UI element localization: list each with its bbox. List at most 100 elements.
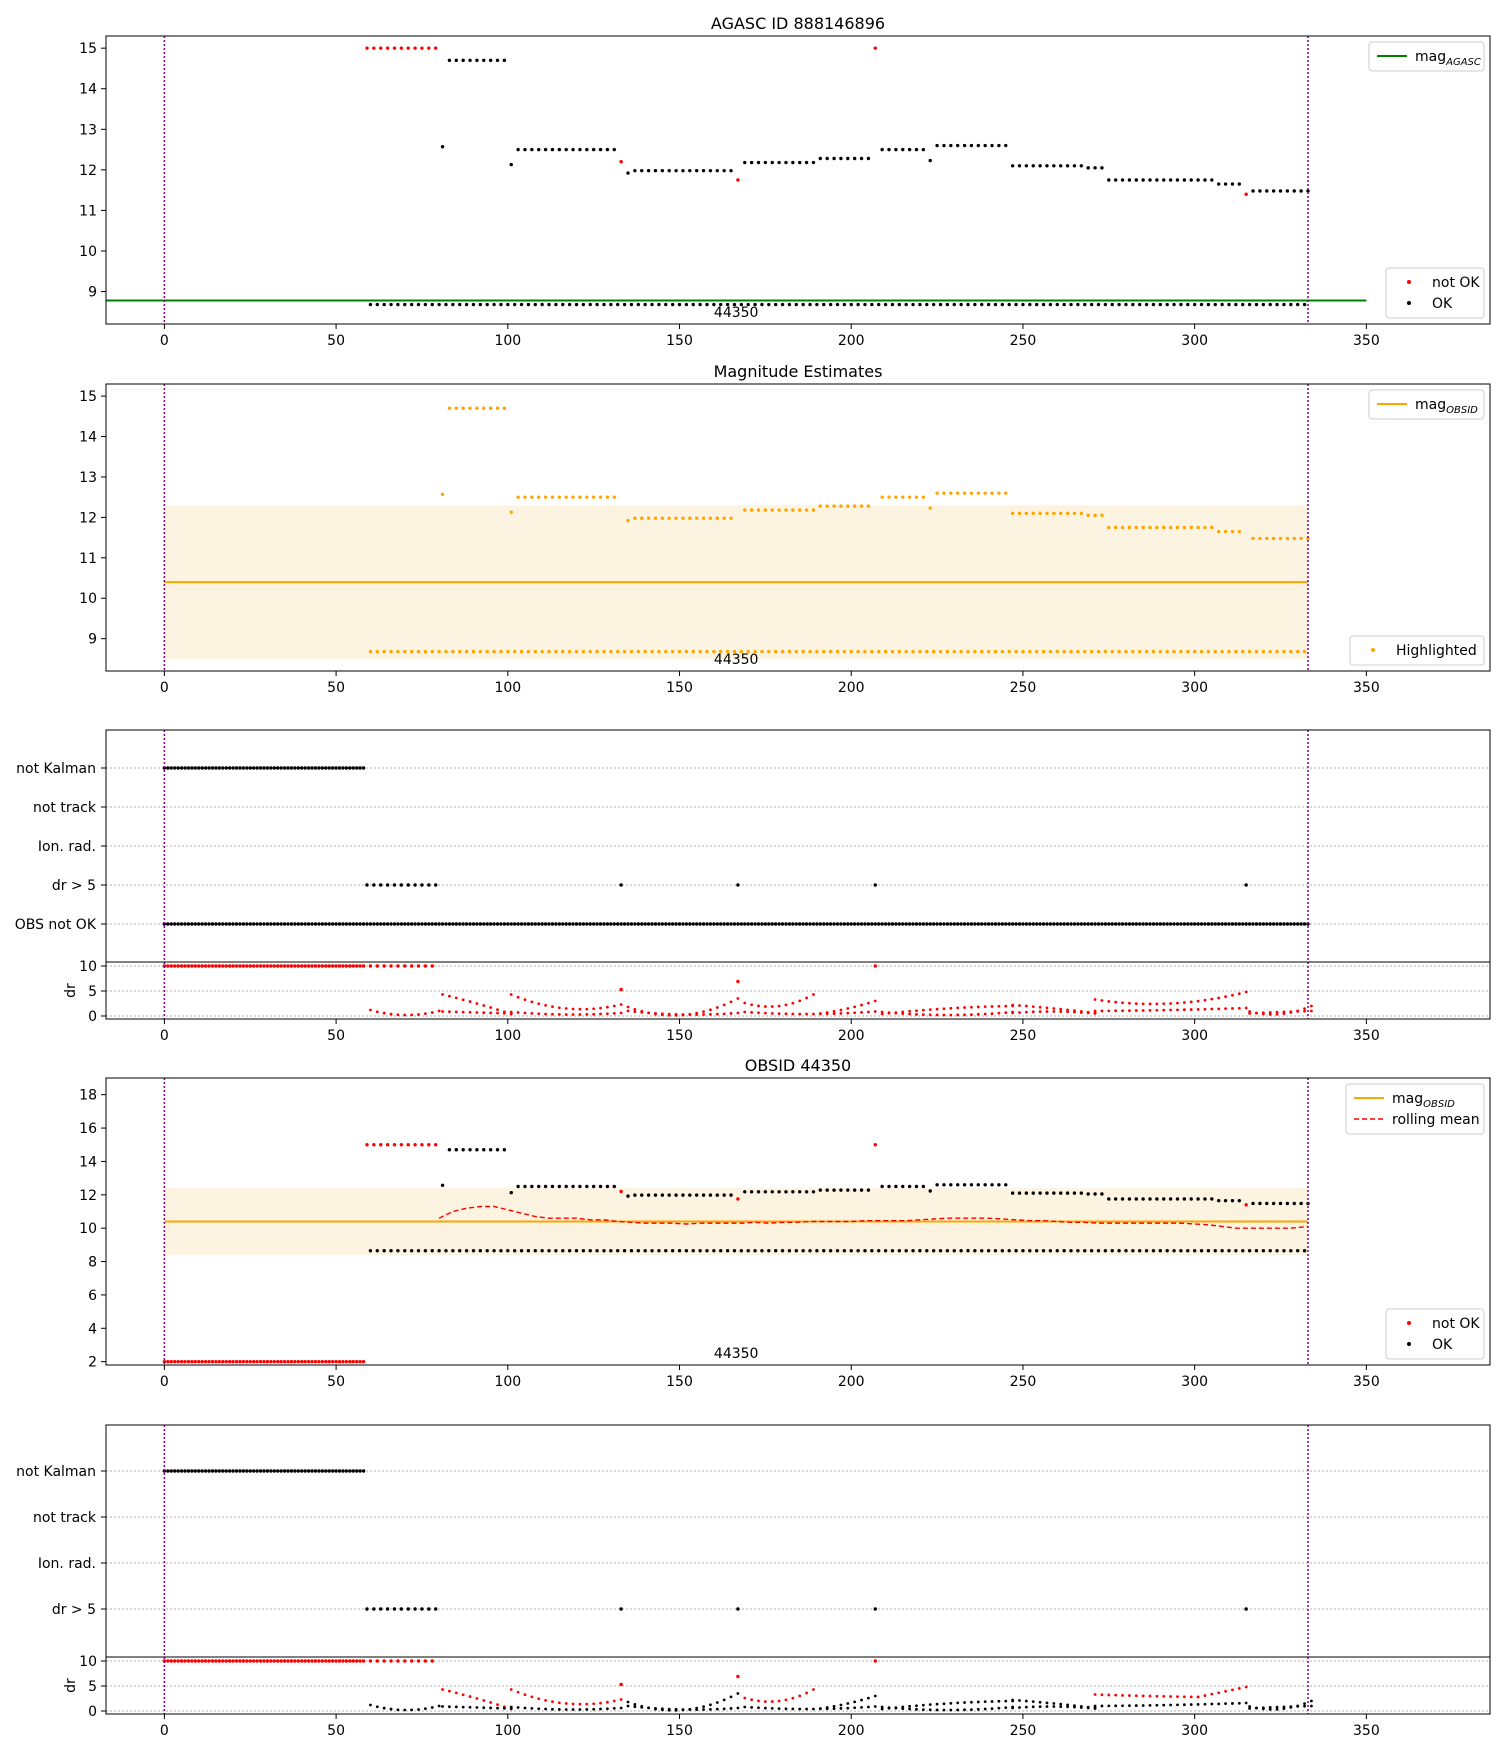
data-point <box>986 302 991 307</box>
data-point <box>561 302 565 307</box>
data-point <box>646 168 651 173</box>
data-point <box>183 1469 187 1473</box>
data-point <box>1083 302 1087 307</box>
data-point <box>1004 1011 1008 1014</box>
data-point <box>423 302 428 307</box>
data-point <box>887 495 891 499</box>
data-point <box>1210 1702 1214 1706</box>
data-point <box>1010 164 1015 168</box>
data-point <box>592 1012 596 1016</box>
data-point <box>1083 1249 1087 1253</box>
data-point <box>1127 1197 1132 1201</box>
x-tick-label: 250 <box>1010 1028 1037 1044</box>
data-point <box>1231 993 1234 997</box>
data-point <box>928 506 932 510</box>
data-point <box>1295 302 1300 307</box>
data-point <box>976 491 980 495</box>
data-point <box>557 1701 561 1705</box>
data-point <box>337 766 342 770</box>
data-point <box>674 1707 678 1711</box>
data-point <box>1289 922 1293 926</box>
data-point <box>770 1700 774 1703</box>
data-point <box>379 1143 383 1147</box>
y-tick-label: 18 <box>79 1088 97 1104</box>
data-point <box>911 1249 915 1253</box>
data-point <box>489 1701 493 1704</box>
y-tick-label: 4 <box>88 1321 97 1337</box>
data-point <box>818 1707 822 1710</box>
data-point <box>276 766 280 770</box>
legend-box <box>1385 267 1485 319</box>
data-point <box>241 766 246 770</box>
data-point <box>736 1674 740 1679</box>
data-point <box>1302 649 1307 654</box>
data-point <box>698 1249 702 1253</box>
data-point <box>385 1143 390 1147</box>
data-point <box>1141 1704 1145 1707</box>
data-point <box>519 1249 524 1253</box>
data-point <box>286 922 290 926</box>
data-point <box>1096 922 1101 926</box>
data-point <box>1134 1704 1138 1707</box>
data-point <box>1251 536 1255 541</box>
data-point <box>777 508 781 512</box>
y-tick-label: 12 <box>79 163 97 179</box>
data-point <box>1265 922 1269 926</box>
data-point <box>1127 178 1132 182</box>
data-point <box>684 922 689 926</box>
data-point <box>203 922 208 926</box>
data-point <box>805 1012 808 1016</box>
data-point <box>306 922 311 926</box>
data-point <box>403 964 407 968</box>
data-point <box>935 491 939 495</box>
data-point <box>908 1009 912 1013</box>
data-point <box>828 1249 833 1253</box>
data-point <box>509 1010 513 1014</box>
data-point <box>375 649 380 654</box>
data-point <box>1186 1249 1190 1253</box>
data-point <box>1223 529 1228 534</box>
data-point <box>413 1143 417 1147</box>
data-point <box>986 1249 991 1253</box>
data-point <box>1107 1009 1111 1013</box>
data-point <box>722 1193 726 1197</box>
data-point <box>1196 525 1200 530</box>
data-point <box>1079 1011 1083 1014</box>
data-point <box>1045 164 1049 168</box>
data-point <box>365 1143 369 1147</box>
data-point <box>849 649 853 654</box>
data-point <box>1162 1694 1166 1698</box>
data-point <box>1138 302 1142 307</box>
data-point <box>547 1249 551 1253</box>
data-point <box>935 1007 939 1011</box>
data-point <box>1199 649 1204 654</box>
data-point <box>1138 922 1142 926</box>
data-point <box>176 1359 180 1364</box>
data-point <box>938 922 943 926</box>
data-point <box>993 649 998 654</box>
data-point <box>1045 511 1049 516</box>
data-point <box>519 302 524 307</box>
data-point <box>1168 525 1173 530</box>
data-point <box>1271 189 1276 193</box>
data-point <box>375 964 380 968</box>
data-point <box>1093 1704 1097 1708</box>
data-point <box>1010 511 1015 516</box>
data-point <box>787 1249 792 1253</box>
data-point <box>1237 529 1242 534</box>
data-point <box>564 1708 568 1711</box>
data-point <box>475 1011 479 1014</box>
data-point <box>279 922 283 926</box>
data-point <box>835 922 840 926</box>
data-point <box>499 649 503 654</box>
data-point <box>361 964 366 968</box>
data-point <box>849 922 853 926</box>
data-point <box>990 143 994 148</box>
data-point <box>166 922 170 926</box>
data-point <box>166 964 170 968</box>
data-point <box>887 922 891 926</box>
data-point <box>619 922 623 926</box>
data-point <box>681 1193 685 1197</box>
data-point <box>647 1011 651 1015</box>
